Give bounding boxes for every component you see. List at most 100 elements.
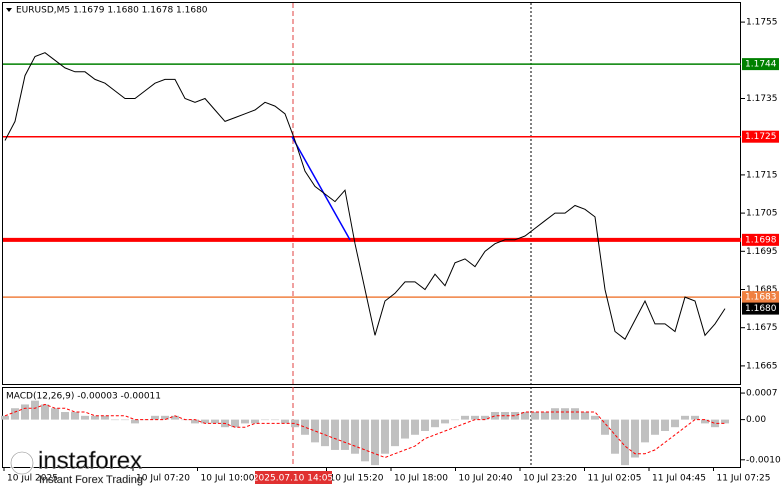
macd-bar bbox=[701, 419, 709, 424]
macd-bar bbox=[341, 419, 349, 450]
macd-bar bbox=[431, 419, 439, 428]
macd-bar bbox=[351, 419, 359, 454]
y-tick-label: 1.1735 bbox=[746, 94, 778, 104]
macd-bar bbox=[101, 415, 109, 420]
macd-bar bbox=[171, 415, 179, 420]
macd-bar bbox=[21, 404, 29, 420]
cursor-time-bg bbox=[255, 471, 332, 484]
macd-bar bbox=[161, 415, 169, 420]
macd-bar bbox=[261, 419, 269, 421]
macd-bar bbox=[211, 419, 219, 424]
watermark-brand: instaforex bbox=[38, 447, 142, 474]
macd-bar bbox=[51, 408, 59, 420]
y-tick-label: 1.1695 bbox=[746, 247, 778, 257]
y-tick-label: -0.00106 bbox=[746, 455, 781, 465]
x-tick-label: 11 Jul 07:25 bbox=[717, 474, 771, 484]
macd-bar bbox=[391, 419, 399, 447]
watermark: instaforex Instant Forex Trading bbox=[9, 447, 143, 486]
level-label: 1.1698 bbox=[745, 235, 777, 245]
macd-bar bbox=[711, 419, 719, 428]
macd-bar bbox=[241, 419, 249, 424]
y-tick-label: 1.1675 bbox=[746, 323, 778, 333]
chart-title: EURUSD,M5 1.1679 1.1680 1.1678 1.1680 bbox=[16, 6, 208, 16]
y-tick-label: 0.00 bbox=[746, 415, 766, 425]
x-tick-label: 10 Jul 07:20 bbox=[136, 474, 190, 484]
macd-bar bbox=[691, 415, 699, 420]
macd-bar bbox=[371, 419, 379, 466]
macd-bar bbox=[311, 419, 319, 443]
menu-arrow bbox=[6, 8, 12, 12]
macd-bar bbox=[591, 415, 599, 420]
macd-bar bbox=[561, 408, 569, 420]
level-label-bg bbox=[742, 58, 779, 71]
macd-panel bbox=[2, 387, 741, 468]
macd-bar bbox=[361, 419, 369, 462]
current-price-label: 1.1680 bbox=[745, 304, 777, 314]
macd-bar bbox=[131, 419, 139, 424]
macd-bar bbox=[651, 419, 659, 435]
macd-bar bbox=[611, 419, 619, 454]
macd-bar bbox=[451, 419, 459, 421]
macd-bar bbox=[301, 419, 309, 435]
trend-line bbox=[291, 136, 351, 241]
watermark-tagline: Instant Forex Trading bbox=[39, 474, 143, 486]
macd-bar bbox=[541, 412, 549, 420]
macd-bar bbox=[31, 400, 39, 420]
macd-bar bbox=[521, 412, 529, 420]
macd-bar bbox=[201, 419, 209, 424]
macd-bar bbox=[641, 419, 649, 443]
macd-bar bbox=[601, 419, 609, 435]
macd-bar bbox=[491, 412, 499, 420]
macd-bar bbox=[461, 415, 469, 420]
level-label-bg bbox=[742, 291, 779, 304]
macd-bar bbox=[281, 419, 289, 424]
y-tick-label: 1.1705 bbox=[746, 209, 778, 219]
y-tick-label: 1.1755 bbox=[746, 18, 778, 28]
x-tick-label: 10 Jul 18:00 bbox=[394, 474, 448, 484]
macd-bar bbox=[291, 419, 299, 428]
macd-bar bbox=[61, 412, 69, 420]
price-line bbox=[4, 52, 726, 340]
macd-bar bbox=[141, 419, 149, 421]
macd-bar bbox=[111, 419, 119, 421]
macd-bar bbox=[581, 412, 589, 420]
macd-bar bbox=[231, 419, 239, 428]
cursor-time: 2025.07.10 14:05 bbox=[253, 474, 333, 484]
macd-bar bbox=[441, 419, 449, 424]
level-label: 1.1725 bbox=[745, 132, 777, 142]
current-price-bg bbox=[742, 302, 779, 315]
x-tick-label: 10 Jul 15:20 bbox=[330, 474, 384, 484]
x-tick-label: 10 Jul 2025 bbox=[7, 474, 58, 484]
x-tick-label: 10 Jul 23:20 bbox=[523, 474, 577, 484]
macd-bar bbox=[151, 415, 159, 420]
macd-bar bbox=[511, 412, 519, 420]
macd-bar bbox=[661, 419, 669, 431]
macd-title: MACD(12,26,9) -0.00003 -0.00011 bbox=[6, 392, 161, 402]
macd-bar bbox=[631, 419, 639, 458]
macd-bar bbox=[671, 419, 679, 428]
macd-bar bbox=[501, 412, 509, 420]
macd-bar bbox=[421, 419, 429, 431]
macd-bar bbox=[531, 412, 539, 420]
level-label: 1.1744 bbox=[745, 60, 777, 70]
macd-bar bbox=[41, 404, 49, 420]
y-tick-label: 1.1715 bbox=[746, 170, 778, 180]
macd-bar bbox=[621, 419, 629, 466]
macd-bar bbox=[1, 415, 9, 420]
macd-bar bbox=[401, 419, 409, 439]
price-panel bbox=[2, 2, 741, 385]
macd-bar bbox=[91, 415, 99, 420]
macd-bar bbox=[71, 412, 79, 420]
level-label-bg bbox=[742, 233, 779, 246]
macd-bar bbox=[571, 408, 579, 420]
y-tick-label: 0.0007 bbox=[746, 389, 778, 399]
x-tick-label: 11 Jul 04:45 bbox=[652, 474, 706, 484]
level-label-bg bbox=[742, 130, 779, 143]
macd-bar bbox=[121, 419, 129, 421]
macd-bar bbox=[481, 415, 489, 420]
macd-bar bbox=[381, 419, 389, 454]
macd-bar bbox=[81, 415, 89, 420]
x-tick-label: 10 Jul 10:00 bbox=[201, 474, 255, 484]
